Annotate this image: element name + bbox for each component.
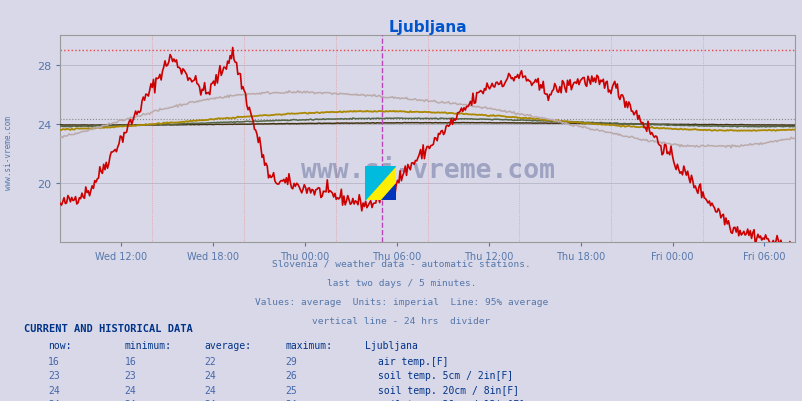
Text: Ljubljana: Ljubljana xyxy=(365,340,418,350)
Text: 23: 23 xyxy=(48,370,60,380)
Text: minimum:: minimum: xyxy=(124,340,172,350)
Text: soil temp. 5cm / 2in[F]: soil temp. 5cm / 2in[F] xyxy=(378,370,512,380)
Text: soil temp. 20cm / 8in[F]: soil temp. 20cm / 8in[F] xyxy=(378,385,519,395)
Text: 24: 24 xyxy=(48,385,60,395)
Text: 29: 29 xyxy=(285,356,297,366)
Text: 24: 24 xyxy=(205,399,217,401)
Text: 26: 26 xyxy=(285,370,297,380)
Text: vertical line - 24 hrs  divider: vertical line - 24 hrs divider xyxy=(312,316,490,325)
Text: maximum:: maximum: xyxy=(285,340,332,350)
Text: 22: 22 xyxy=(205,356,217,366)
Text: 16: 16 xyxy=(48,356,60,366)
Text: 16: 16 xyxy=(124,356,136,366)
Text: 24: 24 xyxy=(285,399,297,401)
Text: 24: 24 xyxy=(124,399,136,401)
Polygon shape xyxy=(365,166,395,200)
Text: 25: 25 xyxy=(285,385,297,395)
Text: 23: 23 xyxy=(124,370,136,380)
Text: average:: average: xyxy=(205,340,252,350)
Text: 24: 24 xyxy=(124,385,136,395)
Text: Values: average  Units: imperial  Line: 95% average: Values: average Units: imperial Line: 95… xyxy=(254,297,548,306)
Text: now:: now: xyxy=(48,340,71,350)
Text: www.si-vreme.com: www.si-vreme.com xyxy=(3,115,13,189)
Text: www.si-vreme.com: www.si-vreme.com xyxy=(300,157,554,183)
Text: air temp.[F]: air temp.[F] xyxy=(378,356,448,366)
Text: CURRENT AND HISTORICAL DATA: CURRENT AND HISTORICAL DATA xyxy=(24,323,192,333)
Text: 24: 24 xyxy=(205,370,217,380)
Text: soil temp. 30cm / 12in[F]: soil temp. 30cm / 12in[F] xyxy=(378,399,525,401)
Polygon shape xyxy=(365,166,395,200)
Text: Slovenia / weather data - automatic stations.: Slovenia / weather data - automatic stat… xyxy=(272,259,530,267)
Text: 24: 24 xyxy=(205,385,217,395)
Text: 24: 24 xyxy=(48,399,60,401)
Title: Ljubljana: Ljubljana xyxy=(388,20,466,35)
Polygon shape xyxy=(380,184,395,200)
Text: last two days / 5 minutes.: last two days / 5 minutes. xyxy=(326,278,476,287)
